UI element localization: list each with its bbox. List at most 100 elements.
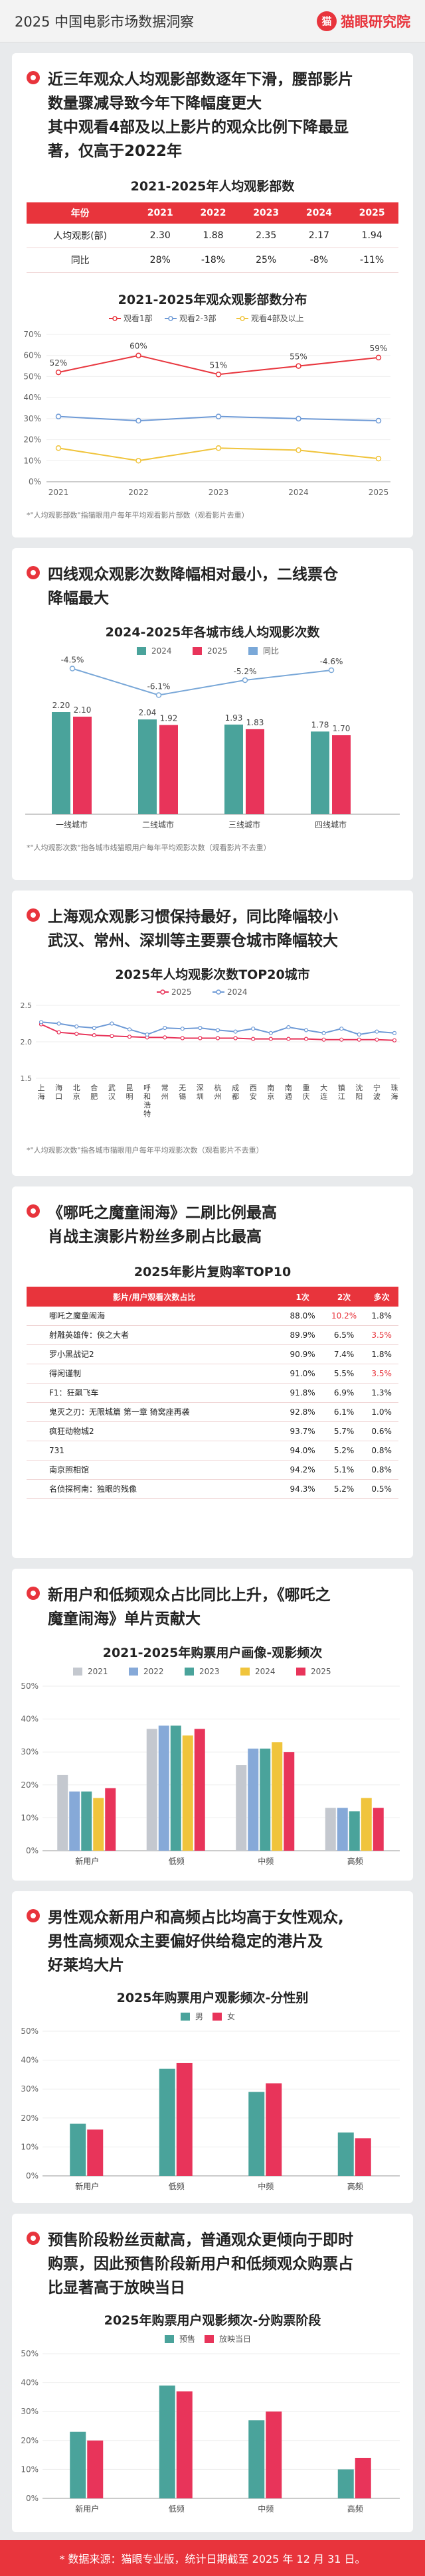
legend-swatch <box>193 647 202 655</box>
data-point <box>56 1030 61 1035</box>
y-tick-label: 30% <box>21 2407 39 2416</box>
y-tick-label: 40% <box>21 2056 39 2065</box>
section-per-capita-films: 近三年观众人均观影部数逐年下滑，腰部影片 数量骤减导致今年下降幅度更大 其中观看… <box>12 53 413 537</box>
bar-value-label: 1.93 <box>225 713 243 723</box>
x-tick-label-char: 肥 <box>90 1092 98 1101</box>
x-tick-label: 中频 <box>258 2181 274 2191</box>
x-tick-label: 高频 <box>347 2504 363 2514</box>
x-tick-label-char: 阳 <box>355 1092 363 1101</box>
bar <box>73 717 92 814</box>
legend-label: 2024 <box>255 1667 276 1676</box>
x-tick-label-char: 西 <box>250 1084 257 1092</box>
data-point <box>135 352 141 358</box>
bullet-icon <box>27 71 40 84</box>
data-point <box>135 417 141 424</box>
yoy-label: -6.1% <box>147 682 171 691</box>
frequency-bar-chart: 2021 2022 2023 2024 2025 0% 10% 20% 30% 40% 50% 新用户… <box>21 1667 400 1866</box>
data-point <box>357 1037 361 1042</box>
data-point <box>251 1037 256 1041</box>
x-tick-label: 二线城市 <box>142 820 174 829</box>
bar <box>70 2431 86 2498</box>
bar <box>373 1808 384 1851</box>
data-point <box>296 447 301 453</box>
bar <box>349 1811 360 1851</box>
bar <box>355 2457 371 2498</box>
bar <box>170 1725 181 1851</box>
y-tick-label: 10% <box>21 1813 39 1822</box>
bar <box>159 725 178 814</box>
data-point <box>56 1021 61 1026</box>
bar <box>361 1798 372 1851</box>
table-cell: 2.30 <box>133 224 187 248</box>
x-tick-label-char: 安 <box>250 1092 257 1101</box>
chart-title: 2024-2025年各城市线人均观影次数 <box>105 625 320 640</box>
legend-swatch <box>129 1668 138 1676</box>
y-tick-label: 0% <box>29 477 41 486</box>
x-tick-label: 2023 <box>209 488 229 497</box>
share-cell: 0.6% <box>365 1421 398 1441</box>
x-tick-label-char: 武 <box>108 1084 116 1092</box>
chart-title: 2025年购票用户观影频次-分购票阶段 <box>104 2313 321 2328</box>
y-tick-label: 30% <box>21 1747 39 1756</box>
x-tick-label-char: 特 <box>143 1109 151 1118</box>
legend-label: 2022 <box>143 1667 164 1676</box>
bar <box>57 1774 68 1851</box>
yoy-point <box>155 692 162 698</box>
bar <box>325 1808 336 1851</box>
x-tick-label-char: 无 <box>179 1084 186 1092</box>
legend-label: 放映当日 <box>219 2334 251 2344</box>
x-tick-label: 低频 <box>169 1857 185 1866</box>
heading-line: 上海观众观影习惯保持最好，同比降幅较小 <box>48 908 338 926</box>
yoy-point <box>69 666 76 672</box>
page-title: 2025 中国电影市场数据洞察 <box>15 13 195 30</box>
bar-value-label: 1.92 <box>160 714 178 723</box>
data-point <box>375 417 382 424</box>
chart-title: 2021-2025年购票用户画像-观影频次 <box>102 1646 323 1660</box>
share-cell: 5.1% <box>323 1460 365 1480</box>
y-tick-label: 2.5 <box>21 1001 33 1010</box>
table-header: 年份 <box>27 202 134 224</box>
legend-swatch <box>240 1668 250 1676</box>
share-cell: 0.8% <box>365 1460 398 1480</box>
x-tick-label-char: 庆 <box>303 1092 310 1101</box>
section-heading: 近三年观众人均观影部数逐年下滑，腰部影片 数量骤减导致今年下降幅度更大 其中观看… <box>12 53 413 163</box>
data-point <box>286 1025 291 1030</box>
data-point <box>339 1027 344 1031</box>
bar <box>332 735 351 814</box>
heading-line: 其中观看4部及以上影片的观众比例下降最显 <box>48 119 349 136</box>
share-cell: 92.8% <box>282 1402 323 1422</box>
x-tick-label-char: 明 <box>126 1092 133 1101</box>
y-tick-label: 10% <box>21 2142 39 2151</box>
data-point <box>303 1037 309 1041</box>
bar-value-label: 1.83 <box>246 718 264 727</box>
x-tick-label-char: 京 <box>73 1092 80 1101</box>
bar <box>272 1742 283 1851</box>
footnote: *"人均观影次数"指各城市线猫眼用户每年平均观影次数（观看影片不去重） <box>27 843 271 852</box>
chart-title: 2021-2025年观众观影部数分布 <box>118 293 307 307</box>
table-header: 2024 <box>292 202 346 224</box>
table-header: 2次 <box>323 1287 365 1307</box>
bar <box>266 2083 282 2176</box>
section-city-tier: 四线观众观影次数降幅相对最小，二线票仓 降幅最大 2024-2025年各城市线人… <box>12 548 413 880</box>
table-row: 哪吒之魔童闹海 88.0% 10.2% 1.8% <box>27 1307 398 1326</box>
bar-value-label: 2.10 <box>74 705 92 715</box>
legend-label: 2024 <box>227 987 248 997</box>
bullet-icon <box>27 1587 40 1600</box>
legend-swatch <box>212 2013 222 2021</box>
heading-line: 预售阶段粉丝贡献高，普通观众更倾向于即时 <box>48 2232 353 2249</box>
bar <box>248 2420 265 2498</box>
table-header: 2023 <box>239 202 293 224</box>
bar <box>158 1725 169 1851</box>
data-point <box>215 413 222 419</box>
table-cell: 2.17 <box>292 224 346 248</box>
x-tick-label: 低频 <box>169 2182 185 2191</box>
legend-marker <box>216 989 221 995</box>
film-name-cell: 鬼灭之刃：无限城篇 第一章 猗窝座再袭 <box>27 1402 282 1422</box>
share-cell: 6.5% <box>323 1325 365 1345</box>
x-tick-label-char: 浩 <box>143 1101 151 1109</box>
data-label: 60% <box>129 342 147 351</box>
brand-name: 猫眼研究院 <box>341 13 410 30</box>
bar-value-label: 1.70 <box>333 724 351 733</box>
x-tick-label: 四线城市 <box>315 820 347 829</box>
x-tick-label: 一线城市 <box>56 820 88 829</box>
